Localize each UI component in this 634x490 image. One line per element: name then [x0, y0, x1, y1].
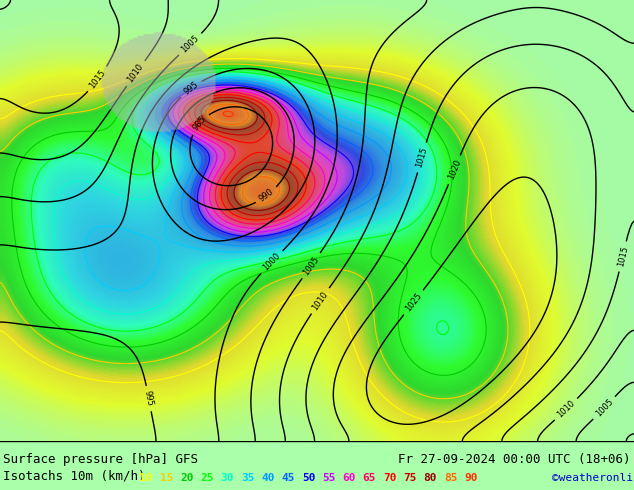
Text: 85: 85: [444, 473, 457, 483]
Text: 70: 70: [383, 473, 396, 483]
Text: 75: 75: [403, 473, 417, 483]
Text: 1015: 1015: [415, 146, 429, 169]
Text: 1025: 1025: [403, 292, 424, 314]
Text: 1005: 1005: [179, 34, 201, 55]
Text: 1005: 1005: [302, 254, 321, 277]
Text: 1020: 1020: [446, 158, 462, 181]
Text: 55: 55: [322, 473, 335, 483]
Text: 90: 90: [464, 473, 477, 483]
Text: 1010: 1010: [311, 290, 330, 312]
Text: 30: 30: [221, 473, 234, 483]
Text: 1000: 1000: [261, 251, 282, 273]
Text: 40: 40: [261, 473, 275, 483]
Text: 50: 50: [302, 473, 315, 483]
Text: 35: 35: [241, 473, 254, 483]
Text: 995: 995: [182, 80, 200, 97]
Text: 20: 20: [180, 473, 193, 483]
Text: Isotachs 10m (km/h): Isotachs 10m (km/h): [3, 469, 146, 483]
Text: 1010: 1010: [126, 62, 145, 85]
Text: 80: 80: [424, 473, 437, 483]
Text: 10: 10: [139, 473, 153, 483]
Text: 1010: 1010: [555, 399, 577, 420]
Text: 45: 45: [281, 473, 295, 483]
Text: 990: 990: [257, 187, 276, 204]
Text: Surface pressure [hPa] GFS: Surface pressure [hPa] GFS: [3, 453, 198, 466]
Text: 60: 60: [342, 473, 356, 483]
Text: 995: 995: [143, 390, 155, 407]
Text: 1015: 1015: [616, 245, 630, 268]
Text: 15: 15: [160, 473, 173, 483]
Text: 1005: 1005: [594, 397, 615, 418]
Text: 25: 25: [200, 473, 214, 483]
Text: 985: 985: [191, 115, 208, 133]
Text: 65: 65: [363, 473, 376, 483]
Text: ©weatheronline.co.uk: ©weatheronline.co.uk: [552, 473, 634, 483]
Text: 1015: 1015: [88, 68, 108, 91]
Text: Fr 27-09-2024 00:00 UTC (18+06): Fr 27-09-2024 00:00 UTC (18+06): [398, 453, 631, 466]
